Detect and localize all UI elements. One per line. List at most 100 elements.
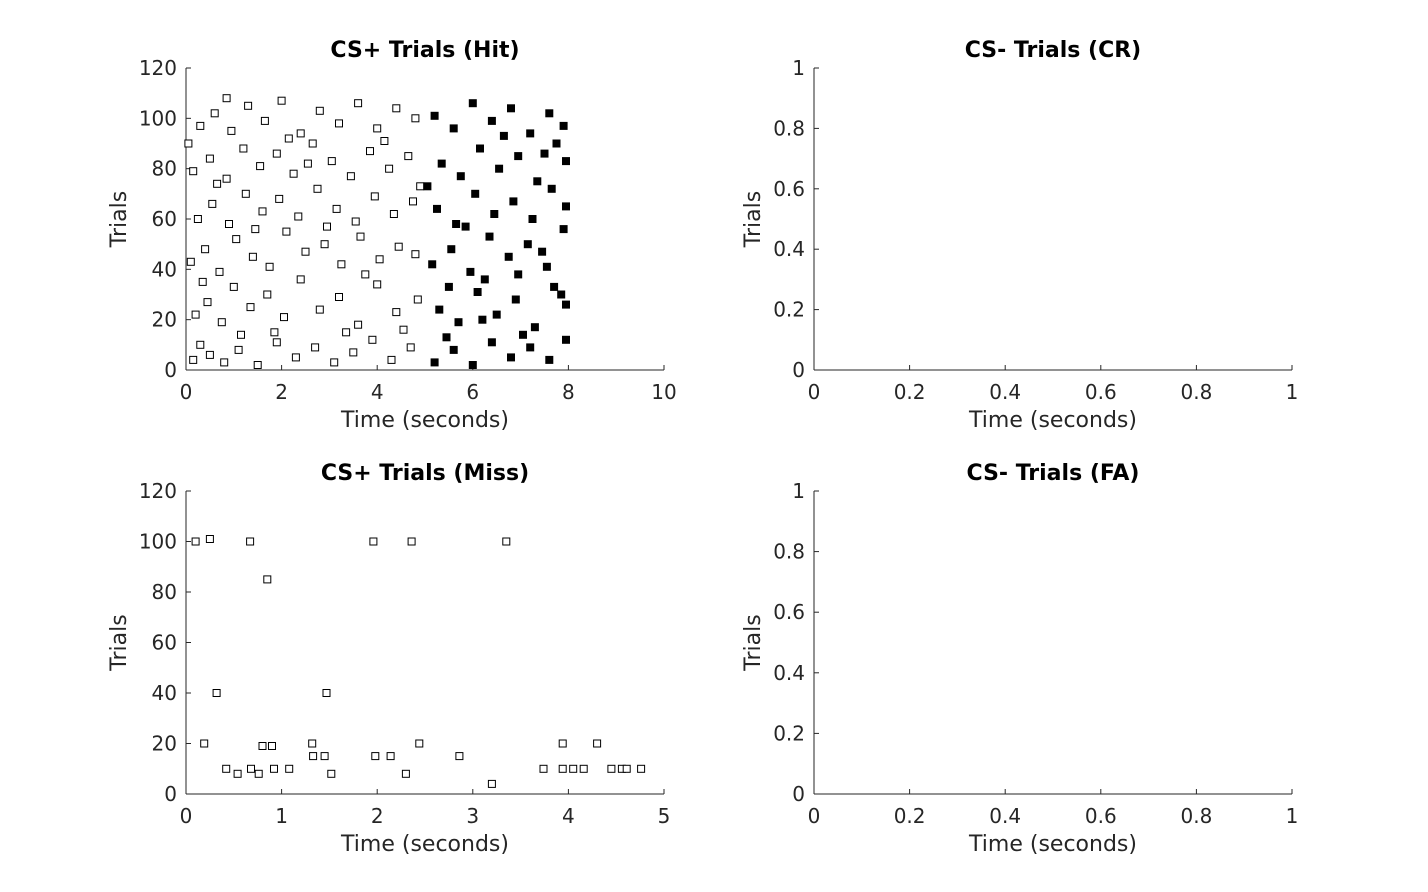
x-tick-label: 0.2 (894, 804, 926, 828)
data-point (239, 144, 248, 153)
data-point (495, 164, 504, 173)
chart-panel-2: 0 0.2 0.4 0.6 0.8 1 0 0.2 0.4 0.6 0.8 1 CS- Trials (… (741, 38, 1298, 433)
x-tick-label: 8 (562, 380, 575, 404)
data-point (471, 189, 480, 198)
data-point (550, 282, 559, 291)
data-point (225, 220, 233, 228)
data-point (485, 232, 494, 241)
data-point (201, 245, 210, 254)
data-point (366, 147, 374, 156)
chart-panel-3: 0 1 2 3 4 5 0 20 40 60 80 100 120 CS+ Trials (Miss) Ti… (107, 461, 670, 857)
data-point (263, 575, 272, 584)
data-point (205, 535, 214, 543)
data-point (232, 235, 241, 244)
data-point (547, 184, 556, 193)
data-point (373, 124, 382, 133)
data-point (622, 764, 631, 773)
series-2-filled-square (423, 99, 570, 369)
data-point (557, 290, 566, 299)
data-point (335, 293, 343, 301)
data-point (542, 262, 551, 271)
data-point (637, 764, 646, 773)
data-point (487, 779, 496, 788)
y-tick-label: 0.4 (773, 237, 805, 261)
data-point (411, 114, 420, 123)
chart-title: CS+ Trials (Hit) (330, 38, 519, 63)
data-point (308, 739, 317, 748)
data-point (593, 739, 602, 748)
data-point (559, 121, 568, 130)
data-point (538, 247, 547, 256)
data-point (480, 275, 489, 284)
data-point (270, 328, 279, 337)
data-point (217, 318, 226, 327)
data-point (507, 104, 515, 113)
x-tick-label: 0 (180, 804, 193, 828)
data-point (407, 537, 416, 546)
data-point (265, 262, 274, 271)
data-point (247, 764, 255, 773)
x-axis-label: Time (seconds) (968, 832, 1137, 857)
data-point (289, 169, 298, 178)
data-point (411, 250, 420, 259)
data-point (562, 335, 570, 344)
data-point (222, 94, 231, 103)
data-point (468, 361, 477, 369)
data-point (186, 257, 195, 266)
data-point (430, 111, 439, 120)
data-point (416, 182, 425, 191)
data-point (562, 157, 570, 166)
x-tick-label: 5 (658, 804, 671, 828)
data-point (301, 247, 310, 256)
data-point (455, 752, 464, 761)
data-point (437, 159, 446, 168)
x-tick-label: 0.8 (1180, 380, 1212, 404)
data-point (191, 537, 200, 546)
chart-panel-4: 0 0.2 0.4 0.6 0.8 1 0 0.2 0.4 0.6 0.8 1 CS- Trials (… (741, 461, 1298, 857)
y-tick-label: 1 (792, 56, 805, 80)
data-point (423, 182, 432, 191)
data-point (296, 275, 305, 284)
data-point (392, 104, 401, 113)
data-point (275, 194, 284, 203)
data-point (533, 177, 542, 186)
x-tick-label: 0.6 (1085, 804, 1117, 828)
data-point (466, 267, 475, 276)
data-point (545, 355, 554, 364)
y-tick-label: 0 (792, 358, 805, 382)
data-point (258, 742, 267, 750)
data-point (330, 358, 339, 367)
x-tick-label: 0.6 (1085, 380, 1117, 404)
data-point (476, 144, 484, 153)
y-tick-label: 0.4 (773, 661, 805, 685)
data-point (260, 116, 269, 125)
data-point (562, 202, 570, 211)
data-point (401, 769, 410, 778)
data-point (327, 769, 336, 778)
data-point (220, 358, 229, 367)
data-point (368, 335, 377, 344)
data-point (559, 225, 568, 234)
y-tick-label: 20 (152, 732, 177, 756)
x-tick-label: 1 (1286, 804, 1299, 828)
data-point (244, 101, 253, 110)
data-point (385, 164, 394, 173)
data-point (530, 323, 539, 332)
data-point (233, 769, 242, 778)
y-tick-label: 20 (152, 308, 177, 332)
data-point (263, 290, 272, 299)
x-tick-label: 0.4 (989, 804, 1021, 828)
y-tick-label: 60 (152, 631, 177, 655)
data-point (413, 295, 422, 304)
x-tick-label: 6 (466, 380, 479, 404)
x-tick-label: 1 (275, 804, 288, 828)
y-tick-label: 80 (152, 580, 177, 604)
chart-title: CS- Trials (CR) (965, 38, 1142, 63)
data-point (449, 345, 458, 354)
data-point (282, 227, 291, 236)
y-tick-label: 0.8 (773, 116, 805, 140)
data-point (315, 106, 324, 115)
data-point (337, 260, 346, 269)
data-point (356, 232, 365, 241)
